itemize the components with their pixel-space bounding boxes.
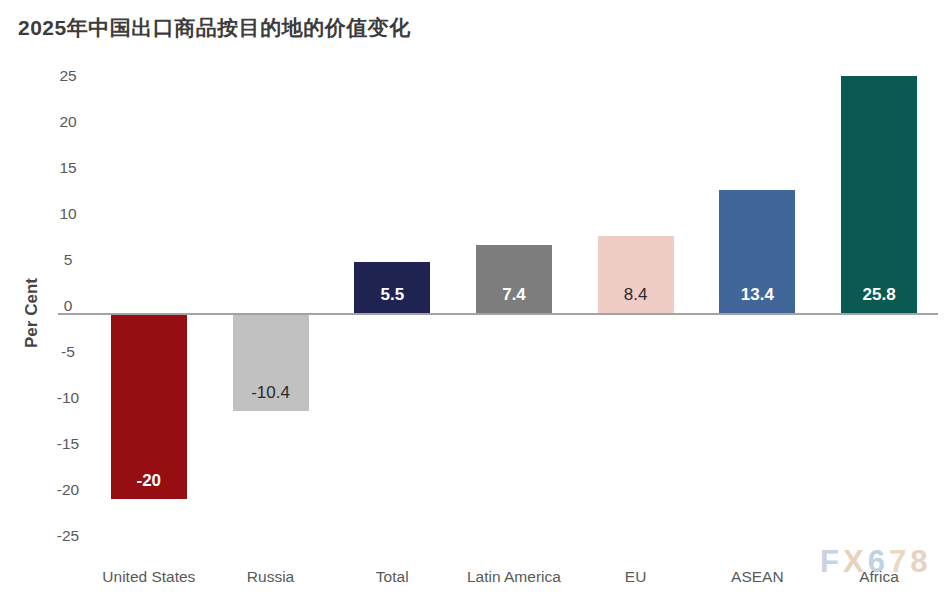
y-tick-label--10: -10 xyxy=(46,387,90,409)
bar-united-states: -20 xyxy=(111,315,187,499)
y-axis-title: Per Cent xyxy=(21,253,43,373)
bar-eu: 8.4 xyxy=(598,236,674,313)
bar-latin-america: 7.4 xyxy=(476,245,552,313)
x-category-label-russia: Russia xyxy=(210,566,332,588)
y-tick-label-20: 20 xyxy=(46,111,90,133)
y-tick-label-10: 10 xyxy=(46,203,90,225)
zero-baseline xyxy=(58,313,938,315)
bar-value-label: 8.4 xyxy=(598,285,674,305)
bar-value-label: 5.5 xyxy=(354,285,430,305)
x-category-label-asean: ASEAN xyxy=(697,566,819,588)
y-tick-label--25: -25 xyxy=(46,525,90,547)
x-category-label-eu: EU xyxy=(575,566,697,588)
bar-asean: 13.4 xyxy=(719,190,795,313)
x-category-label-united-states: United States xyxy=(88,566,210,588)
y-tick-label-5: 5 xyxy=(46,249,90,271)
y-tick-label--20: -20 xyxy=(46,479,90,501)
bar-value-label: -20 xyxy=(111,471,187,491)
bar-russia: -10.4 xyxy=(233,315,309,411)
bar-value-label: -10.4 xyxy=(233,383,309,403)
bar-africa: 25.8 xyxy=(841,76,917,313)
y-tick-label-15: 15 xyxy=(46,157,90,179)
bar-value-label: 25.8 xyxy=(841,285,917,305)
x-category-label-total: Total xyxy=(331,566,453,588)
y-tick-label--5: -5 xyxy=(46,341,90,363)
chart-title: 2025年中国出口商品按目的地的价值变化 xyxy=(18,14,411,42)
chart-page: 2025年中国出口商品按目的地的价值变化 Per Cent 2520151050… xyxy=(0,0,952,599)
y-tick-label--15: -15 xyxy=(46,433,90,455)
x-category-label-africa: Africa xyxy=(818,566,940,588)
bar-total: 5.5 xyxy=(354,262,430,313)
y-tick-label-25: 25 xyxy=(46,65,90,87)
bar-value-label: 13.4 xyxy=(719,285,795,305)
bar-value-label: 7.4 xyxy=(476,285,552,305)
x-category-label-latin-america: Latin America xyxy=(453,566,575,588)
